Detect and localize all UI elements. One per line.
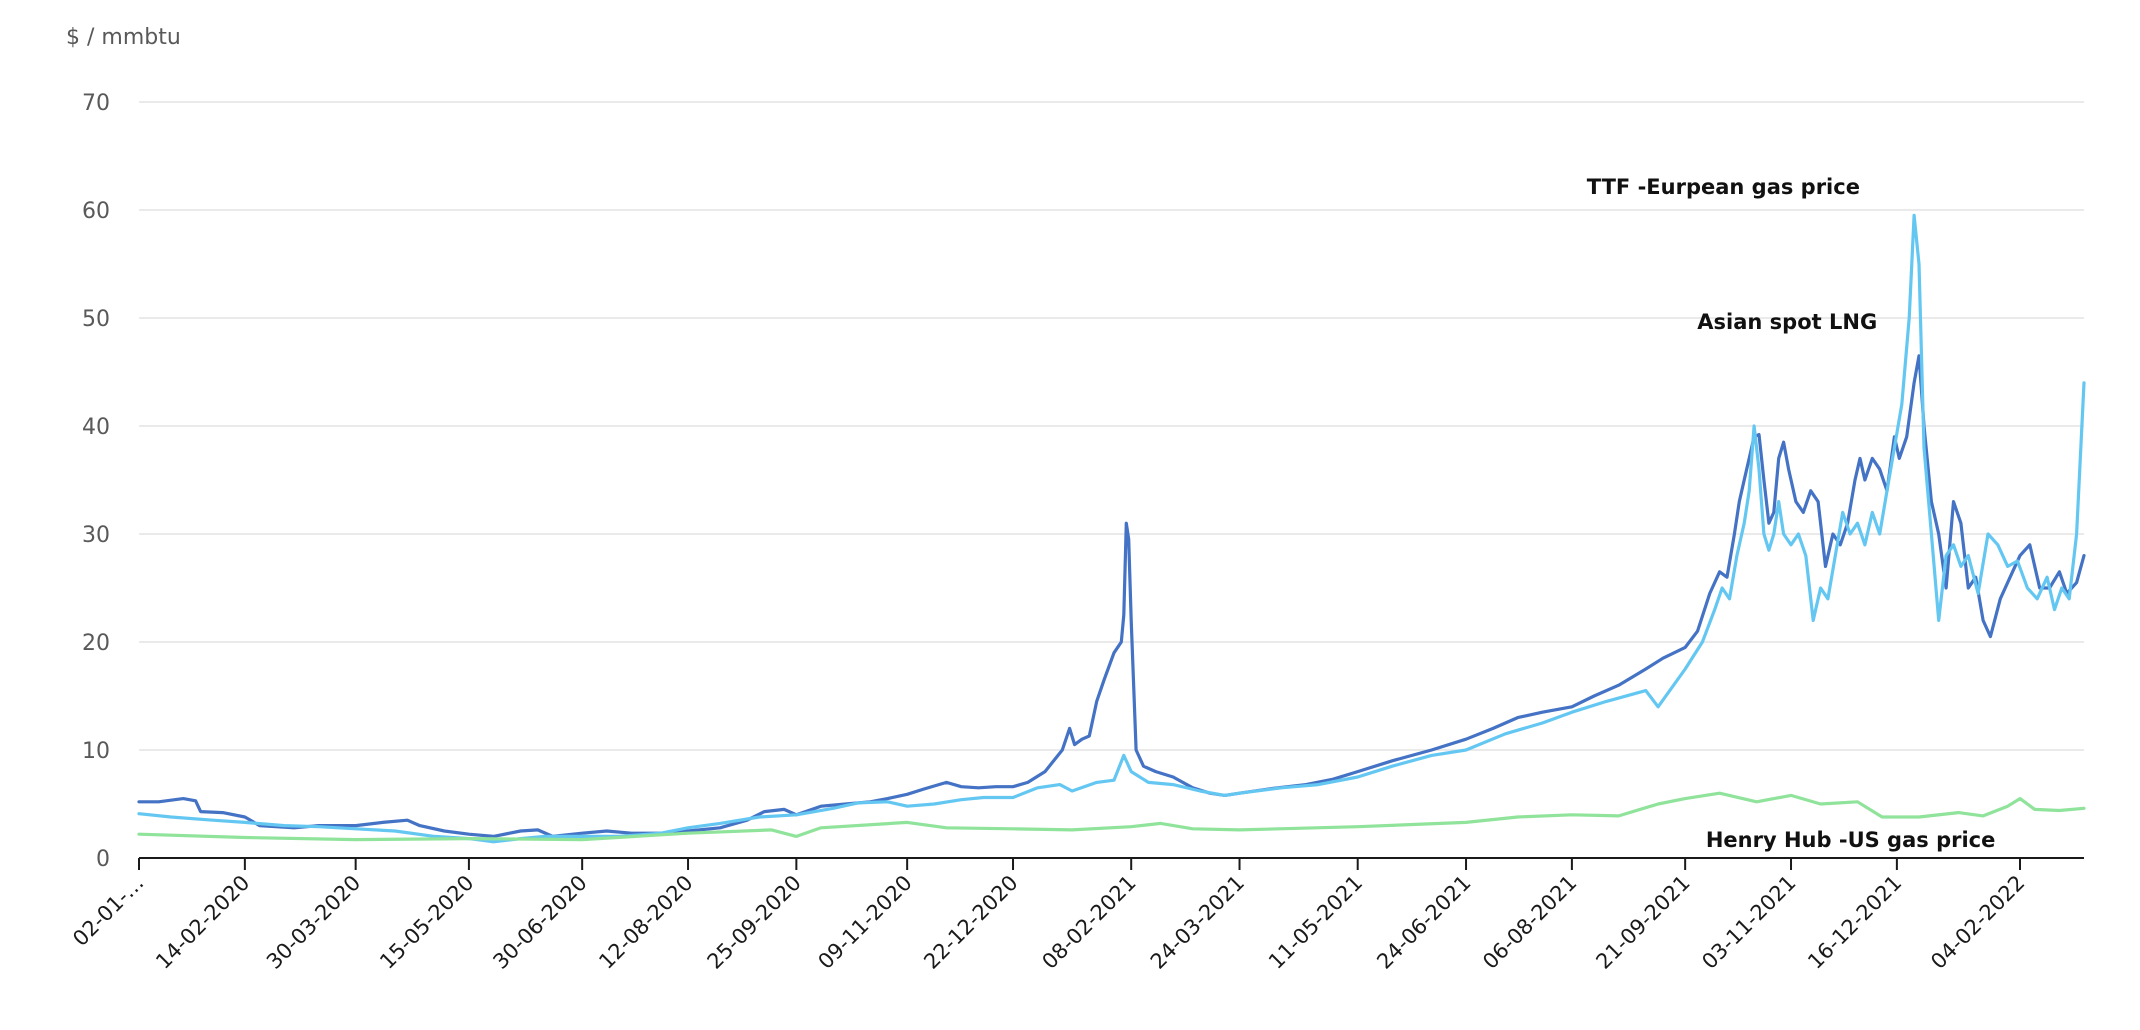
series-lines (137, 213, 2086, 844)
y-tick-label: 30 (82, 523, 110, 548)
x-tick-label: 25-09-2020 (703, 871, 806, 974)
series-labels: Asian spot LNG TTF -Eurpean gas price Henr… (1587, 175, 1996, 852)
y-tick-label: 50 (82, 307, 110, 332)
series-label-henry-hub-us-gas-price: Henry Hub -US gas price (1706, 828, 1996, 852)
series-line-henry-hub-us-gas-price (137, 791, 2086, 842)
x-tick-label: 11-05-2021 (1264, 871, 1367, 974)
x-axis: 02-01-… 14-02-2020 30-03-2020 15-05-2020 30-… (68, 857, 2084, 974)
y-tick-label: 20 (82, 631, 110, 656)
x-tick-label: 04-02-2022 (1926, 871, 2029, 974)
x-tick-label: 21-09-2021 (1591, 871, 1694, 974)
y-tick-label: 10 (82, 739, 110, 764)
y-tick-label: 60 (82, 199, 110, 224)
y-axis-ticks: 0 10 20 30 40 50 60 70 (82, 91, 110, 872)
x-tick-label: 24-06-2021 (1372, 871, 1475, 974)
y-gridlines (139, 101, 2084, 751)
x-tick-label: 16-12-2021 (1803, 871, 1906, 974)
y-tick-label: 70 (82, 91, 110, 116)
x-tick-label: 02-01-… (68, 871, 148, 951)
x-tick-label: 15-05-2020 (375, 871, 478, 974)
series-line-asian-spot-lng (137, 354, 2086, 839)
x-tick-label: 24-03-2021 (1146, 871, 1249, 974)
x-tick-label: 09-11-2020 (813, 871, 916, 974)
x-tick-label: 30-06-2020 (488, 871, 591, 974)
x-tick-label: 22-12-2020 (919, 871, 1022, 974)
x-tick-label: 14-02-2020 (151, 871, 254, 974)
series-line-ttf-eurpean-gas-price (137, 213, 2086, 844)
series-label-ttf-eurpean-gas-price: TTF -Eurpean gas price (1587, 175, 1860, 199)
x-tick-label: 08-02-2021 (1037, 871, 1140, 974)
x-tick-label: 03-11-2021 (1697, 871, 1800, 974)
x-tick-label: 06-08-2021 (1478, 871, 1581, 974)
y-tick-label: 40 (82, 415, 110, 440)
x-tick-label: 30-03-2020 (262, 871, 365, 974)
x-tick-label: 12-08-2020 (594, 871, 697, 974)
y-axis-unit-label: $ / mmbtu (66, 25, 181, 50)
series-label-asian-spot-lng: Asian spot LNG (1697, 310, 1877, 334)
y-tick-label: 0 (96, 847, 110, 872)
